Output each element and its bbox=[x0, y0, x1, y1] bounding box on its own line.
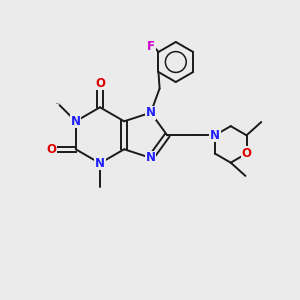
Text: N: N bbox=[146, 152, 156, 164]
Text: N: N bbox=[146, 106, 156, 119]
Text: O: O bbox=[242, 147, 251, 160]
Text: N: N bbox=[71, 115, 81, 128]
Text: F: F bbox=[147, 40, 155, 52]
Text: O: O bbox=[95, 77, 105, 90]
Text: N: N bbox=[210, 129, 220, 142]
Text: O: O bbox=[46, 143, 57, 156]
Text: N: N bbox=[95, 157, 105, 170]
Text: methyl: methyl bbox=[56, 103, 61, 104]
